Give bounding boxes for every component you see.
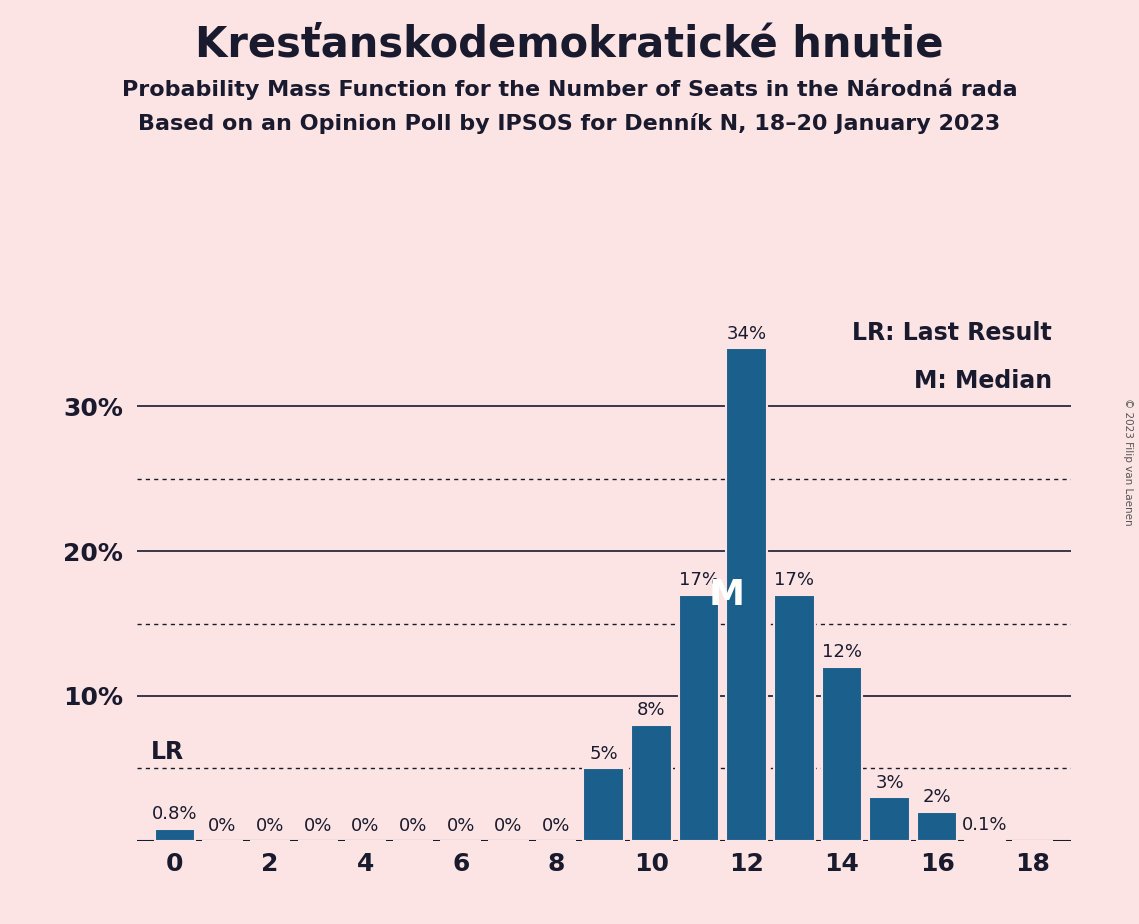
Text: 0%: 0%: [542, 817, 571, 835]
Bar: [965, 839, 1005, 841]
Bar: [775, 595, 814, 841]
Bar: [727, 348, 767, 841]
Text: 0%: 0%: [208, 817, 237, 835]
Bar: [917, 812, 958, 841]
Text: 0%: 0%: [446, 817, 475, 835]
Text: M: M: [708, 578, 745, 612]
Text: © 2023 Filip van Laenen: © 2023 Filip van Laenen: [1123, 398, 1133, 526]
Text: 3%: 3%: [875, 773, 904, 792]
Text: LR: LR: [151, 740, 185, 764]
Bar: [583, 769, 624, 841]
Text: M: Median: M: Median: [913, 370, 1052, 394]
Text: 8%: 8%: [637, 701, 665, 719]
Text: 0%: 0%: [399, 817, 427, 835]
Text: 17%: 17%: [775, 571, 814, 589]
Bar: [155, 829, 195, 841]
Bar: [679, 595, 719, 841]
Text: Kresťanskodemokratické hnutie: Kresťanskodemokratické hnutie: [195, 23, 944, 65]
Text: Probability Mass Function for the Number of Seats in the Národná rada: Probability Mass Function for the Number…: [122, 79, 1017, 100]
Bar: [869, 797, 910, 841]
Text: 0.8%: 0.8%: [151, 806, 197, 823]
Text: 34%: 34%: [727, 324, 767, 343]
Text: 17%: 17%: [679, 571, 719, 589]
Bar: [821, 667, 862, 841]
Text: 0%: 0%: [494, 817, 523, 835]
Text: LR: Last Result: LR: Last Result: [852, 321, 1052, 345]
Text: Based on an Opinion Poll by IPSOS for Denník N, 18–20 January 2023: Based on an Opinion Poll by IPSOS for De…: [138, 113, 1001, 134]
Text: 0%: 0%: [351, 817, 379, 835]
Text: 5%: 5%: [589, 745, 618, 762]
Text: 0%: 0%: [304, 817, 331, 835]
Text: 2%: 2%: [923, 788, 951, 806]
Text: 0%: 0%: [256, 817, 285, 835]
Text: 12%: 12%: [822, 643, 862, 662]
Bar: [631, 725, 672, 841]
Text: 0.1%: 0.1%: [962, 816, 1008, 833]
